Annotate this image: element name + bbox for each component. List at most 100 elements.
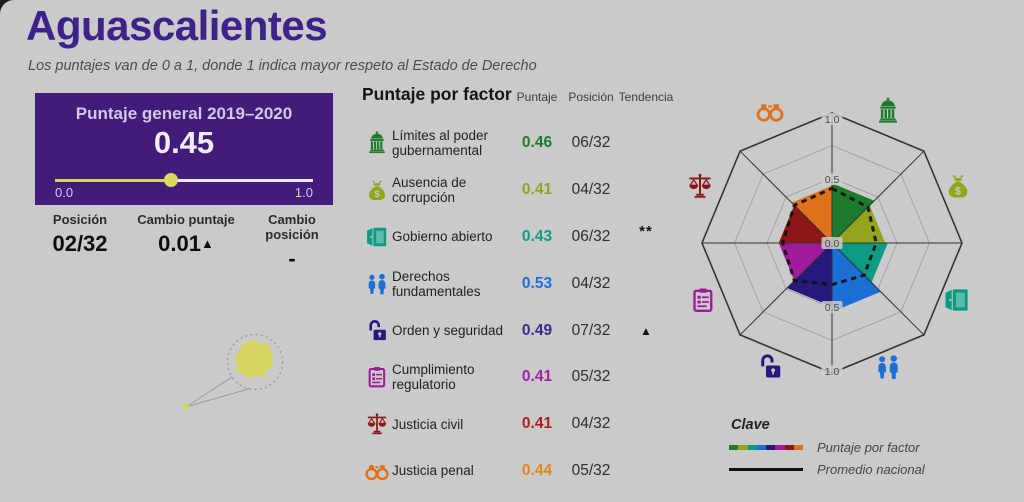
rank-stats: Posición 02/32 Cambio puntaje 0.01▲ Cambio p… xyxy=(30,212,342,272)
factor-table-title: Puntaje por factor xyxy=(362,84,512,104)
factor-score: 0.41 xyxy=(521,415,553,433)
map-callout-line xyxy=(185,388,251,408)
legend-gradient-segment xyxy=(775,445,785,450)
government-icon xyxy=(364,130,390,156)
factor-row-padlock: Orden y seguridad 0.49 07/32 ▲ xyxy=(362,307,684,354)
radar-wedge-handcuffs xyxy=(791,185,832,243)
map-location-dot xyxy=(182,403,190,411)
factor-table-headers: Puntaje Posición Tendencia xyxy=(362,90,684,104)
factor-label: Orden y seguridad xyxy=(392,323,504,339)
clipboard-icon xyxy=(695,289,712,311)
slider-scale: 0.0 1.0 xyxy=(55,185,313,200)
legend-title: Clave xyxy=(731,417,770,433)
state-locator-map xyxy=(182,333,284,411)
factor-row-government: Límites al poder gubernamental 0.46 06/32 xyxy=(362,120,684,167)
slider-fill xyxy=(55,179,172,182)
moneybag-icon xyxy=(949,175,968,198)
legend-gradient-segment xyxy=(766,445,776,450)
scales-icon xyxy=(690,174,711,198)
radar-tick-label: 0.5 xyxy=(825,302,840,314)
factor-label: Justicia civil xyxy=(392,416,464,432)
radar-wedge-people xyxy=(832,243,881,312)
radar-wedge-padlock xyxy=(787,243,832,307)
overall-score-title: Puntaje general 2019–2020 xyxy=(75,104,293,123)
window-corner-artifact xyxy=(0,0,14,14)
radar-tick-label: 0.5 xyxy=(825,174,840,186)
legend-item-national: Promedio nacional xyxy=(729,462,969,477)
column-header-posicion: Posición xyxy=(568,90,614,104)
factor-radar-chart: 1.0 0.5 0.0 0.5 1.0 xyxy=(672,84,992,421)
factor-row-people: Derechos fundamentales 0.53 04/32 xyxy=(362,260,684,307)
legend-black-line-swatch xyxy=(729,468,803,471)
radar-axis xyxy=(739,150,833,244)
page-subtitle: Los puntajes van de 0 a 1, donde 1 indic… xyxy=(28,58,537,74)
slider-knob[interactable] xyxy=(164,173,179,187)
radar-tick-bg xyxy=(821,113,843,125)
legend-gradient-segment xyxy=(784,445,794,450)
chart-legend: Clave Puntaje por factor Promedio nacion… xyxy=(729,417,969,477)
stat-label: Cambio puntaje xyxy=(137,212,235,227)
stat-label: Cambio posición xyxy=(265,212,319,242)
handcuffs-icon xyxy=(758,104,782,120)
stat-label: Posición xyxy=(52,212,108,227)
factor-position: 04/32 xyxy=(571,415,611,433)
factor-position: 05/32 xyxy=(571,461,611,479)
factor-label: Derechos fundamentales xyxy=(392,268,481,299)
stat-cambio-posicion: Cambio posición - xyxy=(242,212,342,272)
legend-gradient-segment xyxy=(747,445,757,450)
people-icon xyxy=(364,271,390,297)
handcuffs-icon xyxy=(364,458,390,484)
slider-track xyxy=(55,179,313,182)
stat-posicion: Posición 02/32 xyxy=(30,212,130,272)
factor-position: 05/32 xyxy=(571,368,611,386)
scales-icon xyxy=(364,411,390,437)
overall-score-value: 0.45 xyxy=(153,125,215,160)
page-title: Aguascalientes xyxy=(26,2,328,49)
moneybag-icon xyxy=(364,177,390,203)
factor-table: Puntaje por factor Puntaje Posición Tend… xyxy=(362,84,684,105)
column-header-puntaje: Puntaje xyxy=(516,90,558,104)
trend-stars: ** xyxy=(639,222,653,240)
radar-wedge-moneybag xyxy=(832,205,886,243)
factor-row-moneybag: Ausencia de corrupción 0.41 04/32 xyxy=(362,167,684,214)
overall-score-panel: Puntaje general 2019–2020 0.45 0.0 1.0 xyxy=(35,93,333,205)
factor-row-handcuffs: Justicia penal 0.44 05/32 xyxy=(362,448,684,495)
people-icon xyxy=(878,355,897,379)
radar-national-average-line xyxy=(781,186,878,287)
factor-score: 0.53 xyxy=(521,274,553,292)
factor-score: 0.44 xyxy=(521,461,553,479)
legend-gradient-segment xyxy=(756,445,766,450)
legend-gradient-segment xyxy=(738,445,748,450)
factor-score: 0.43 xyxy=(521,227,553,245)
factor-label: Justicia penal xyxy=(392,463,474,479)
legend-item-factor: Puntaje por factor xyxy=(729,440,969,455)
factor-score: 0.41 xyxy=(521,181,553,199)
radar-tick-bg xyxy=(821,365,843,377)
stat-cambio-puntaje: Cambio puntaje 0.01▲ xyxy=(130,212,242,272)
factor-row-door: Gobierno abierto 0.43 06/32 ** xyxy=(362,214,684,261)
factor-row-clipboard: Cumplimiento regulatorio 0.41 05/32 xyxy=(362,354,684,401)
government-icon xyxy=(879,98,897,123)
slider-min-label: 0.0 xyxy=(55,185,74,200)
factor-position: 06/32 xyxy=(571,134,611,152)
legend-national-label: Promedio nacional xyxy=(817,462,925,477)
legend-factor-label: Puntaje por factor xyxy=(817,440,920,455)
radar-wedge-government xyxy=(832,183,875,243)
radar-wedge-door xyxy=(832,243,888,283)
radar-tick-bg xyxy=(821,173,843,185)
state-shape-aguascalientes xyxy=(234,340,274,379)
map-callout-line xyxy=(185,376,233,408)
radar-axis xyxy=(739,242,833,336)
stat-value: 02/32 xyxy=(52,231,108,256)
factor-rows: Límites al poder gubernamental 0.46 06/32 A… xyxy=(362,120,684,494)
factor-score: 0.49 xyxy=(521,321,553,339)
factor-label: Ausencia de corrupción xyxy=(392,175,467,206)
factor-position: 04/32 xyxy=(571,274,611,292)
legend-multicolor-swatch xyxy=(729,445,803,450)
radar-tick-bg xyxy=(821,237,843,249)
radar-tick-label: 0.0 xyxy=(825,238,840,250)
radar-tick-label: 1.0 xyxy=(825,114,840,126)
factor-position: 04/32 xyxy=(571,181,611,199)
factor-position: 07/32 xyxy=(571,321,611,339)
trend-up-icon: ▲ xyxy=(200,236,214,251)
